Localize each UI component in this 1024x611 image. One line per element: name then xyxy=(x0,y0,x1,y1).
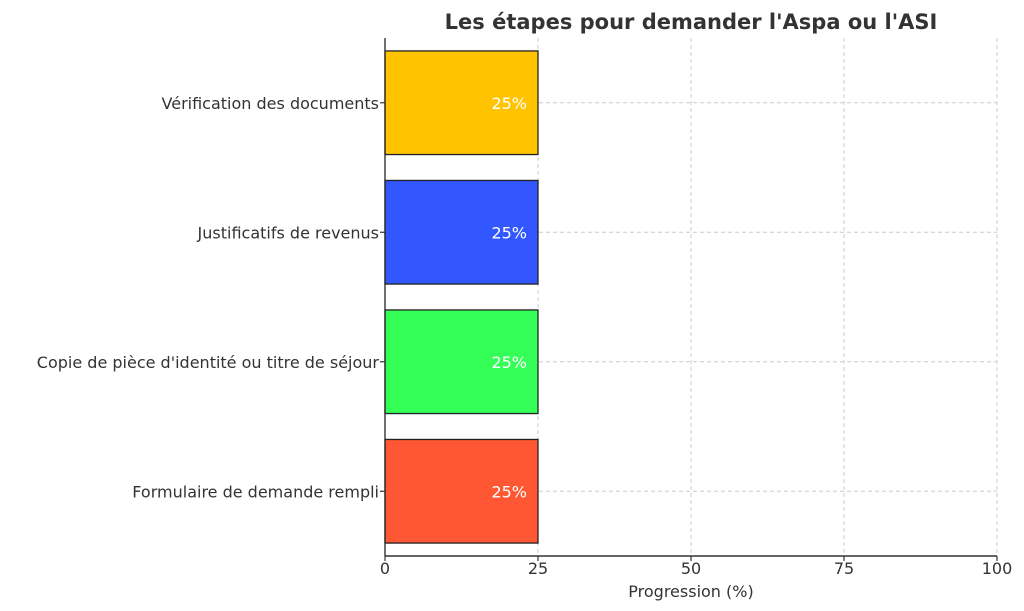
x-tick-label: 50 xyxy=(681,559,701,578)
bar-value-label: 25% xyxy=(491,223,527,242)
bar xyxy=(384,50,539,156)
bar-value-label: 25% xyxy=(491,482,527,501)
bar-value-label: 25% xyxy=(491,353,527,372)
x-axis-ticks: 0 25 50 75 100 xyxy=(380,102,1013,578)
x-tick-label: 0 xyxy=(380,559,390,578)
bar xyxy=(384,309,539,415)
category-label: Copie de pièce d'identité ou titre de sé… xyxy=(37,353,380,372)
category-label: Formulaire de demande rempli xyxy=(132,482,379,501)
category-label: Justificatifs de revenus xyxy=(197,223,379,242)
x-tick-label: 75 xyxy=(834,559,854,578)
x-axis-label: Progression (%) xyxy=(628,582,753,601)
bar xyxy=(384,179,539,285)
bar xyxy=(384,438,539,544)
bars xyxy=(384,50,539,544)
bar-value-label: 25% xyxy=(491,94,527,113)
y-axis-category-labels: Formulaire de demande rempli Copie de piè… xyxy=(37,94,380,502)
x-tick-label: 100 xyxy=(982,559,1013,578)
x-tick-label: 25 xyxy=(528,559,548,578)
bar-value-labels: 25% 25% 25% 25% xyxy=(491,94,527,502)
chart-title: Les étapes pour demander l'Aspa ou l'ASI xyxy=(445,10,938,34)
category-label: Vérification des documents xyxy=(162,94,379,113)
